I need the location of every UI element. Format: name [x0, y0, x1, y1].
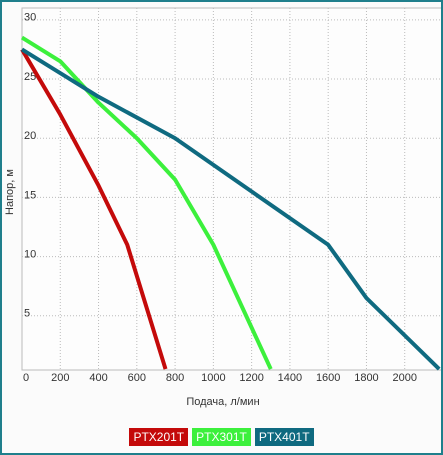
y-axis-label: Напор, м — [4, 169, 16, 215]
x-tick-label: 2000 — [392, 372, 416, 384]
y-tick-label: 30 — [24, 12, 36, 24]
x-tick-label: 600 — [128, 372, 146, 384]
x-tick-label: 1000 — [201, 372, 225, 384]
x-axis-label: Подача, л/мин — [186, 396, 259, 408]
legend-entry: PTX301T — [192, 428, 251, 446]
x-tick-label: 400 — [89, 372, 107, 384]
legend-entry: PTX401T — [254, 428, 314, 446]
x-tick-label: 1800 — [354, 372, 378, 384]
legend: PTX201T PTX301T PTX401T — [2, 428, 441, 446]
x-tick-label: 1200 — [239, 372, 263, 384]
y-tick-label: 25 — [24, 71, 36, 83]
curve — [20, 48, 168, 370]
x-tick-label: 1400 — [278, 372, 302, 384]
y-tick-label: 15 — [24, 189, 36, 201]
chart: Напор, м Подача, л/мин 5 10 15 20 25 30 0 200 40… — [4, 7, 441, 408]
y-tick-label: 5 — [24, 308, 30, 320]
curve — [20, 35, 273, 370]
x-tick-label: 0 — [23, 372, 29, 384]
y-tick-label: 10 — [24, 249, 36, 261]
curve — [20, 47, 441, 371]
y-tick-label: 20 — [24, 130, 36, 142]
plot-area — [21, 7, 441, 371]
x-tick-label: 1600 — [316, 372, 340, 384]
x-tick-label: 200 — [51, 372, 69, 384]
legend-entry: PTX201T — [129, 428, 189, 446]
x-tick-label: 800 — [166, 372, 184, 384]
